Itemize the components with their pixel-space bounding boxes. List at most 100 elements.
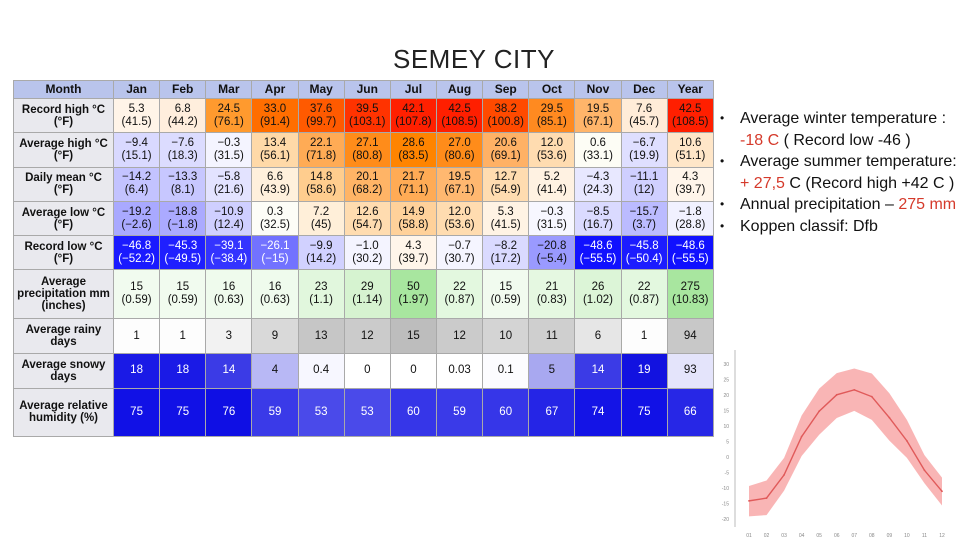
- cell-value: 93: [683, 364, 697, 377]
- climate-table: Month Jan Feb Mar Apr May Jun Jul Aug Sep Oct Nov De…: [13, 80, 714, 438]
- cell-value: 13: [314, 329, 328, 342]
- table-cell: 5.3 (41.5): [112, 97, 161, 134]
- table-cell: −45.3 (−49.5): [159, 235, 207, 271]
- cell-value: 14.9: [402, 205, 425, 218]
- cell-value: 59: [268, 405, 282, 418]
- table-cell: 1: [620, 317, 668, 355]
- row-label: Record high °C (°F): [13, 97, 114, 134]
- chart-mean-point: [835, 393, 838, 396]
- table-cell: −15.7 (3.7): [620, 200, 668, 237]
- row-label: Average low °C (°F): [13, 200, 114, 237]
- cell-value-alt: (69.1): [490, 149, 521, 162]
- table-cell: −7.6 (18.3): [159, 132, 207, 168]
- table-cell: 21 (0.83): [528, 269, 576, 319]
- chart-x-tick-label: 02: [764, 533, 770, 539]
- chart-mean-point: [818, 410, 821, 413]
- table-cell: 94: [666, 317, 714, 355]
- chart-mean-point: [783, 474, 785, 476]
- table-cell: 12: [435, 317, 484, 355]
- chart-y-tick-label: 5: [726, 440, 729, 446]
- cell-value: 14.8: [309, 171, 333, 184]
- cell-value: 0: [364, 364, 371, 377]
- table-cell: 15 (0.59): [112, 269, 161, 319]
- cell-value: 33.0: [263, 102, 287, 115]
- cell-value: 38.2: [494, 102, 517, 115]
- cell-value: 15: [176, 281, 190, 294]
- cell-value-alt: (41.5): [121, 115, 152, 128]
- cell-value-alt: (85.1): [536, 115, 567, 128]
- table-cell: 75: [620, 387, 668, 438]
- chart-y-tick-label: -20: [722, 517, 729, 523]
- table-cell: 33.0 (91.4): [251, 97, 299, 134]
- cell-value: −13.3: [168, 171, 198, 184]
- cell-value-alt: (−15): [261, 252, 289, 265]
- cell-value: 75: [130, 405, 143, 418]
- chart-x-tick-label: 12: [939, 533, 945, 539]
- table-cell: −11.1 (12): [620, 166, 668, 202]
- table-cell: 50 (1.97): [389, 269, 437, 319]
- cell-value: 19.5: [586, 102, 610, 115]
- cell-value: −0.7: [448, 239, 471, 252]
- cell-value: −20.8: [537, 239, 567, 252]
- chart-y-tick-label: -10: [722, 486, 729, 492]
- table-cell: 3: [205, 317, 253, 355]
- table-cell: 93: [666, 353, 714, 389]
- table-cell: 26 (1.02): [574, 269, 622, 319]
- table-cell: −48.6 (−55.5): [666, 235, 714, 271]
- cell-value: 27.0: [448, 136, 471, 149]
- cell-value-alt: (18.3): [167, 149, 198, 162]
- cell-value: 19: [637, 364, 651, 377]
- cell-value: −46.8: [122, 239, 152, 252]
- cell-value-alt: (54.7): [352, 218, 383, 231]
- cell-value-alt: (3.7): [632, 218, 656, 231]
- cell-value: −9.4: [125, 136, 148, 149]
- cell-value-alt: (41.4): [536, 184, 567, 197]
- table-cell: −18.8 (−1.8): [159, 200, 207, 237]
- table-header-row: Month Jan Feb Mar Apr May Jun Jul Aug Sep Oct Nov De…: [13, 80, 714, 99]
- cell-value: 12.0: [540, 136, 564, 149]
- cell-value: 67: [545, 405, 559, 418]
- chart-x-tick-label: 03: [781, 533, 787, 539]
- header-nov: Nov: [574, 80, 622, 99]
- chart-y-tick-label: -5: [725, 470, 730, 476]
- table-cell: −0.3 (31.5): [205, 132, 253, 168]
- cell-value: 4.3: [682, 171, 699, 184]
- cell-value-alt: (44.2): [167, 115, 198, 128]
- cell-value-alt: (39.7): [398, 252, 429, 265]
- table-cell: 15 (0.59): [159, 269, 207, 319]
- cell-value-alt: (67.1): [444, 184, 475, 197]
- table-cell: 0.03: [435, 353, 484, 389]
- cell-value-alt: (31.5): [213, 149, 244, 162]
- chart-y-tick-label: -15: [722, 501, 729, 507]
- table-cell: −20.8 (−5.4): [528, 235, 576, 271]
- cell-value: 22: [453, 281, 466, 294]
- table-cell: 42.5 (108.5): [435, 97, 484, 134]
- cell-value: 5.2: [543, 171, 560, 184]
- cell-value: 6: [594, 329, 602, 342]
- cell-value-alt: (−50.4): [625, 252, 663, 265]
- table-cell: −0.7 (30.7): [435, 235, 484, 271]
- chart-mean-point: [888, 416, 891, 419]
- cell-value: 10: [499, 329, 513, 342]
- cell-value: −10.9: [214, 205, 244, 218]
- header-apr: Apr: [251, 80, 299, 99]
- chart-y-tick-label: 10: [723, 424, 729, 430]
- table-cell: −4.3 (24.3): [574, 166, 622, 202]
- cell-value-alt: (12): [633, 184, 655, 197]
- chart-y-tick-label: 0: [726, 455, 729, 461]
- table-cell: 27.1 (80.8): [343, 132, 391, 168]
- cell-value: 15: [499, 281, 513, 294]
- chart-range-band: [749, 368, 942, 517]
- table-cell: 6.6 (43.9): [251, 166, 299, 202]
- table-row: Average relative humidity (%) 75 75 76 59 53 5…: [13, 387, 714, 438]
- cell-value: 23: [314, 281, 328, 294]
- cell-value: −48.6: [675, 239, 705, 252]
- cell-value: 21.7: [402, 171, 425, 184]
- temperature-chart-svg: 30 25 20 15 10 5 0 -5 -10 -15 -20 01 02 03 04 05 06 07 08 0…: [722, 350, 945, 539]
- table-cell: 5.3 (41.5): [482, 200, 530, 237]
- cell-value: 39.5: [356, 102, 379, 115]
- cell-value: 59: [453, 405, 466, 418]
- cell-value-alt: (10.83): [672, 294, 709, 307]
- table-cell: 5.2 (41.4): [528, 166, 576, 202]
- table-cell: 6: [574, 317, 622, 355]
